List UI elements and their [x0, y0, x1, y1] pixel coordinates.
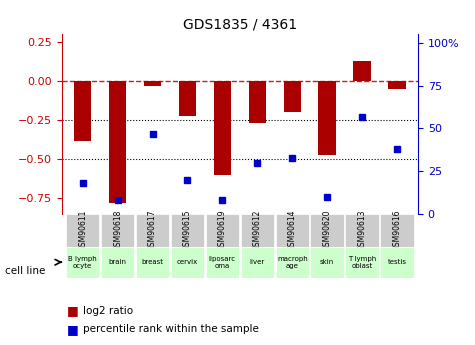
Text: macroph
age: macroph age: [277, 256, 308, 269]
Bar: [248, 81, 266, 124]
Text: cell line: cell line: [5, 266, 45, 276]
FancyBboxPatch shape: [380, 247, 414, 278]
Text: percentile rank within the sample: percentile rank within the sample: [83, 325, 259, 334]
Title: GDS1835 / 4361: GDS1835 / 4361: [183, 18, 297, 32]
Text: GSM90612: GSM90612: [253, 210, 262, 251]
Text: testis: testis: [388, 259, 407, 265]
Text: liposarc
oma: liposarc oma: [209, 256, 236, 269]
FancyBboxPatch shape: [345, 247, 379, 278]
Text: GSM90616: GSM90616: [392, 209, 401, 251]
Text: GSM90611: GSM90611: [78, 210, 87, 251]
FancyBboxPatch shape: [276, 214, 309, 247]
FancyBboxPatch shape: [206, 214, 239, 247]
FancyBboxPatch shape: [136, 247, 169, 278]
Text: log2 ratio: log2 ratio: [83, 306, 133, 315]
FancyBboxPatch shape: [345, 214, 379, 247]
FancyBboxPatch shape: [240, 247, 274, 278]
FancyBboxPatch shape: [171, 247, 204, 278]
FancyBboxPatch shape: [171, 214, 204, 247]
Text: T lymph
oblast: T lymph oblast: [348, 256, 376, 269]
Text: GSM90619: GSM90619: [218, 209, 227, 251]
Text: ■: ■: [66, 323, 78, 336]
FancyBboxPatch shape: [66, 214, 99, 247]
Text: GSM90618: GSM90618: [113, 210, 122, 251]
Text: cervix: cervix: [177, 259, 198, 265]
Bar: [179, 81, 196, 116]
FancyBboxPatch shape: [101, 214, 134, 247]
Bar: [109, 81, 126, 203]
FancyBboxPatch shape: [311, 247, 344, 278]
FancyBboxPatch shape: [240, 214, 274, 247]
FancyBboxPatch shape: [66, 247, 99, 278]
Text: GSM90617: GSM90617: [148, 209, 157, 251]
Bar: [74, 81, 91, 140]
Text: brain: brain: [109, 259, 127, 265]
Text: liver: liver: [250, 259, 265, 265]
FancyBboxPatch shape: [311, 214, 344, 247]
Text: GSM90615: GSM90615: [183, 209, 192, 251]
FancyBboxPatch shape: [136, 214, 169, 247]
Text: ■: ■: [66, 304, 78, 317]
Text: GSM90614: GSM90614: [288, 209, 297, 251]
Text: GSM90613: GSM90613: [358, 209, 367, 251]
Bar: [144, 81, 162, 86]
Bar: [214, 81, 231, 175]
Bar: [353, 61, 371, 81]
Text: breast: breast: [142, 259, 163, 265]
FancyBboxPatch shape: [380, 214, 414, 247]
Bar: [389, 81, 406, 89]
Text: GSM90620: GSM90620: [323, 209, 332, 251]
FancyBboxPatch shape: [101, 247, 134, 278]
Text: skin: skin: [320, 259, 334, 265]
FancyBboxPatch shape: [276, 247, 309, 278]
Bar: [318, 81, 336, 155]
FancyBboxPatch shape: [206, 247, 239, 278]
Bar: [284, 81, 301, 112]
Text: B lymph
ocyte: B lymph ocyte: [68, 256, 97, 269]
